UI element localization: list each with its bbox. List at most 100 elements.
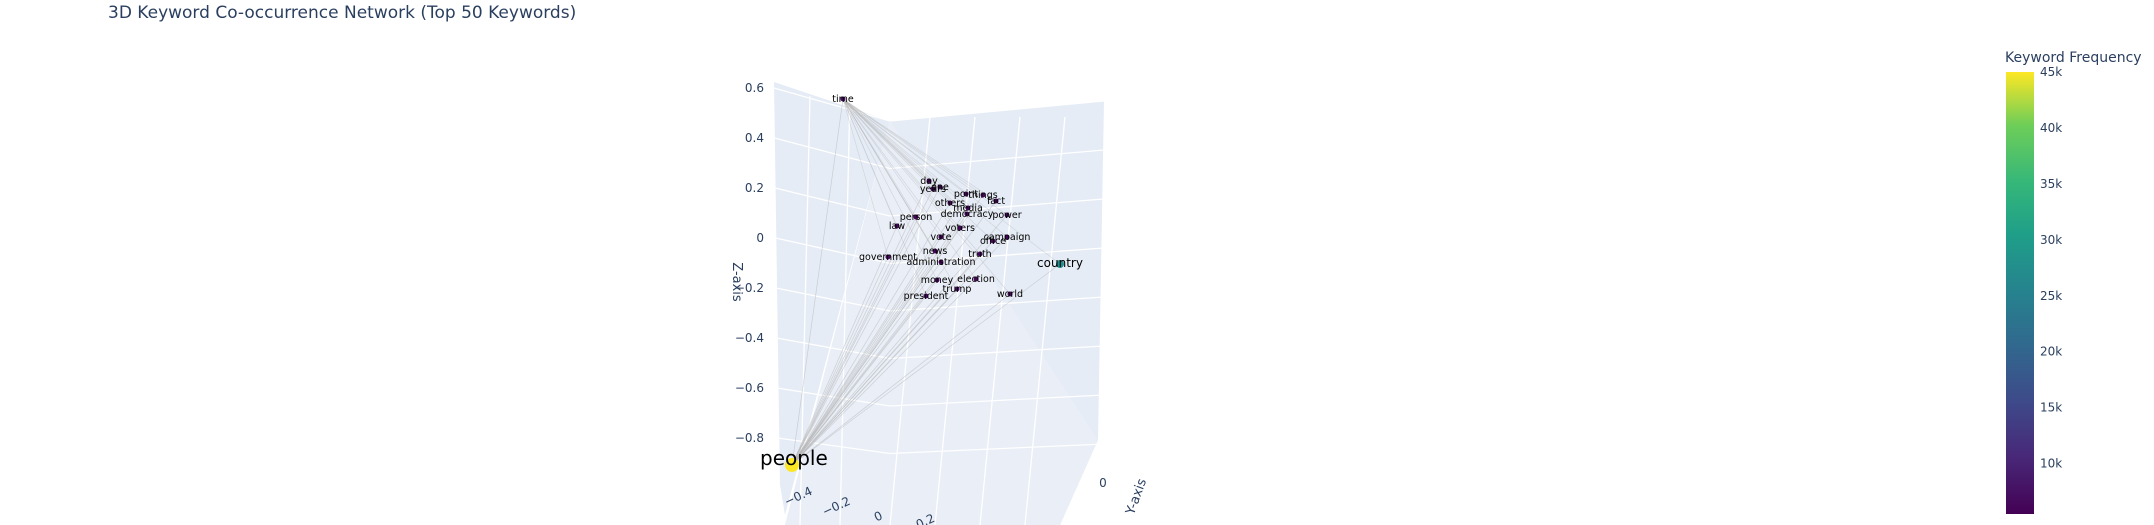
node-label: people <box>760 446 828 470</box>
colorbar-tick-label: 20k <box>2040 345 2062 359</box>
node-news <box>932 248 938 254</box>
node-democracy <box>964 211 970 217</box>
node-label: point <box>954 189 979 200</box>
edge <box>791 288 958 466</box>
grid-line-z-left <box>774 187 891 217</box>
edge <box>791 225 898 466</box>
node-label: vote <box>930 232 951 243</box>
node-label: media <box>953 203 983 214</box>
edge <box>791 256 889 466</box>
edge <box>791 261 942 466</box>
node-law <box>894 223 900 229</box>
colorbar-tick-label: 30k <box>2040 233 2062 247</box>
edge <box>791 188 934 466</box>
node-label: government <box>859 252 917 263</box>
edge <box>842 98 938 281</box>
node-things <box>980 192 986 198</box>
edge <box>791 236 942 466</box>
node-label: person <box>900 212 933 223</box>
edge <box>842 98 942 238</box>
edge <box>842 98 1008 216</box>
node-voters <box>957 225 963 231</box>
node-money <box>934 277 940 283</box>
node-label: fact <box>987 196 1005 207</box>
edges <box>791 98 1061 466</box>
node-time <box>840 96 846 102</box>
node-label: time <box>832 94 854 105</box>
floor <box>785 121 1098 525</box>
node-label: others <box>935 198 965 209</box>
node-label: one <box>931 182 949 193</box>
node-label: campaign <box>984 232 1031 243</box>
node-others <box>947 200 953 206</box>
node-day <box>926 178 932 184</box>
node-label: election <box>957 274 995 285</box>
edge <box>842 98 969 209</box>
z-tick-label: 0.4 <box>745 131 764 145</box>
node-label: world <box>997 289 1023 300</box>
z-tick-label: −0.4 <box>735 331 764 345</box>
edge <box>842 98 1011 295</box>
edge <box>842 98 917 218</box>
node-label: day <box>920 176 938 187</box>
node-label: president <box>904 291 949 302</box>
edge <box>791 180 930 466</box>
edge <box>842 98 942 263</box>
edge <box>791 278 977 466</box>
node-one <box>937 184 943 190</box>
edge <box>842 98 997 202</box>
node-media <box>965 205 971 211</box>
z-axis-title: Z-axis <box>729 262 744 302</box>
edge <box>842 98 927 297</box>
node-vote <box>938 234 944 240</box>
edge <box>791 207 969 466</box>
node-label: truth <box>968 249 991 260</box>
node-label: law <box>889 221 905 232</box>
node-point <box>963 191 969 197</box>
node-power <box>1004 212 1010 218</box>
z-tick-label: 0 <box>756 231 764 245</box>
colorbar-tick-label: 40k <box>2040 121 2062 135</box>
z-tick-label: 0.2 <box>745 181 764 195</box>
y-axis-title: Y-axis <box>1123 477 1150 518</box>
node-label: administration <box>906 257 975 268</box>
node-label: years <box>920 184 946 195</box>
edge <box>842 98 951 204</box>
z-tick-label: −0.6 <box>735 381 764 395</box>
edge <box>842 98 961 229</box>
grid-line-z-left <box>777 437 891 455</box>
node-world <box>1007 291 1013 297</box>
edge <box>842 98 941 188</box>
grid-line-x <box>1024 116 1066 525</box>
node-label: democracy <box>941 209 994 220</box>
chart-title: 3D Keyword Co-occurrence Network (Top 50… <box>108 3 577 23</box>
edge <box>842 98 930 182</box>
edge <box>791 250 936 466</box>
grid-line-z-left <box>774 137 891 170</box>
edge <box>842 98 898 227</box>
edge <box>791 253 981 466</box>
edge <box>842 98 1008 238</box>
edge <box>842 98 967 195</box>
grid-line-z <box>889 394 1105 407</box>
node-fact <box>993 198 999 204</box>
node-label: voters <box>945 223 975 234</box>
edge <box>791 213 968 466</box>
node-people <box>785 458 799 472</box>
node-campaign <box>1004 234 1010 240</box>
node-truth <box>977 251 983 257</box>
node-administration <box>938 259 944 265</box>
z-tick-label: −0.8 <box>735 431 764 445</box>
edge <box>842 98 968 215</box>
edge <box>791 216 917 466</box>
colorbar-tick-label: 10k <box>2040 457 2062 471</box>
grid-line-z <box>889 100 1105 122</box>
node-label: money <box>921 275 954 286</box>
grid-line-x <box>934 116 976 525</box>
edge <box>791 186 941 466</box>
edge <box>791 200 997 466</box>
grid-line-z <box>889 443 1105 455</box>
nodes <box>785 96 1064 472</box>
